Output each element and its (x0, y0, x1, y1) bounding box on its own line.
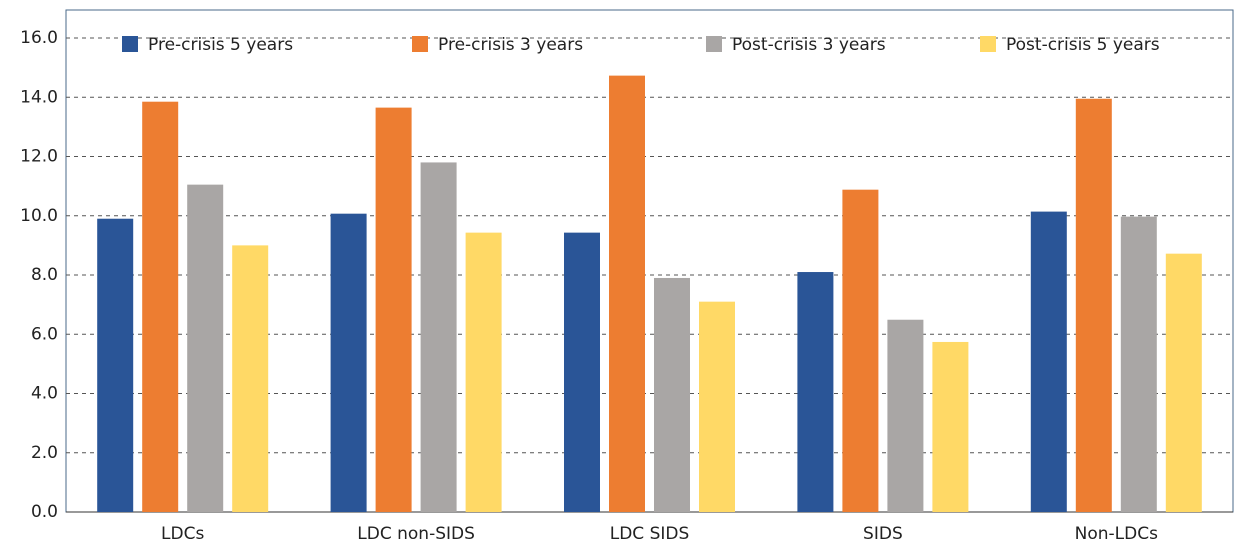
bar (609, 75, 645, 512)
bar (1120, 216, 1157, 513)
bar (465, 232, 502, 513)
bar (142, 101, 179, 512)
bar (330, 213, 367, 512)
bar (232, 245, 269, 512)
bar (797, 272, 834, 512)
bar (654, 277, 690, 512)
bar (1165, 253, 1202, 513)
bar (375, 107, 412, 513)
legend-swatch (412, 36, 428, 52)
legend-swatch (706, 36, 722, 52)
y-tick-label: 10.0 (20, 206, 58, 226)
bar (564, 232, 600, 513)
legend-label: Pre-crisis 5 years (148, 35, 293, 55)
legend-label: Post-crisis 3 years (732, 35, 886, 55)
bar (842, 189, 879, 512)
y-tick-label: 14.0 (20, 87, 58, 107)
y-tick-label: 16.0 (20, 28, 58, 48)
x-tick-label: SIDS (863, 524, 903, 544)
bar (1030, 211, 1067, 513)
y-tick-label: 12.0 (20, 147, 58, 167)
bar (699, 301, 735, 512)
bar (420, 162, 457, 513)
legend-label: Post-crisis 5 years (1006, 35, 1160, 55)
y-tick-label: 2.0 (31, 443, 58, 463)
legend-label: Pre-crisis 3 years (438, 35, 583, 55)
y-tick-label: 6.0 (31, 324, 58, 344)
x-tick-label: Non-LDCs (1075, 524, 1158, 544)
y-tick-label: 8.0 (31, 265, 58, 285)
bar (187, 184, 224, 513)
bar (887, 319, 924, 512)
y-tick-label: 4.0 (31, 384, 58, 404)
bar (1075, 98, 1112, 512)
bar (97, 218, 134, 512)
legend-swatch (980, 36, 996, 52)
x-tick-label: LDCs (161, 524, 204, 544)
legend-swatch (122, 36, 138, 52)
x-tick-label: LDC SIDS (610, 524, 690, 544)
bar (932, 341, 969, 512)
x-tick-label: LDC non-SIDS (357, 524, 475, 544)
y-tick-label: 0.0 (31, 502, 58, 522)
